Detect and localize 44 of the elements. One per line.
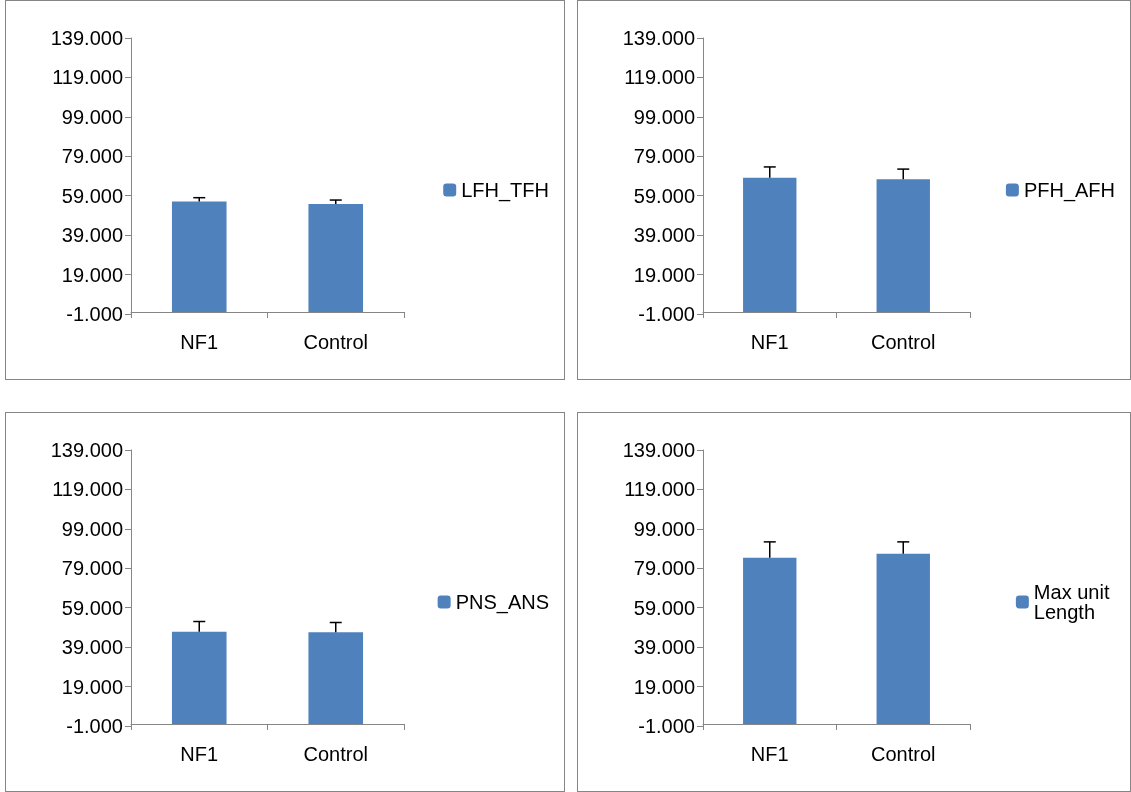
y-tick-label: 19.000 [61, 675, 123, 698]
y-tick-label: 39.000 [61, 224, 123, 247]
y-tick-label: -1.000 [638, 303, 695, 325]
y-tick-label: 99.000 [633, 105, 695, 128]
y-tick-label: 139.000 [622, 27, 695, 49]
y-tick-label: 59.000 [633, 596, 695, 619]
y-tick-label: 39.000 [633, 636, 695, 659]
y-tick-label: -1.000 [66, 303, 123, 325]
y-tick-label: 39.000 [633, 224, 695, 247]
y-tick-label: 139.000 [50, 27, 123, 49]
x-tick-label: Control [303, 331, 368, 353]
x-tick-label: Control [871, 743, 936, 765]
y-tick-label: 119.000 [52, 66, 123, 89]
legend-label: PNS_ANS [455, 591, 550, 614]
legend-label: PFH_AFH [1023, 179, 1115, 202]
x-tick-label: Control [303, 743, 368, 765]
y-tick-label: 19.000 [61, 263, 123, 286]
y-tick-label: -1.000 [638, 715, 695, 737]
y-tick-label: 79.000 [61, 145, 123, 168]
y-tick-label: 59.000 [633, 184, 695, 207]
x-tick-label: NF1 [180, 331, 219, 353]
y-tick-label: 99.000 [633, 517, 695, 540]
y-tick-label: 79.000 [61, 557, 123, 580]
y-tick-label: 19.000 [633, 675, 695, 698]
y-tick-label: 119.000 [52, 478, 123, 501]
legend-label: LFH_TFH [461, 179, 550, 202]
x-tick-label: NF1 [180, 743, 219, 765]
y-tick-label: 99.000 [61, 105, 123, 128]
y-tick-label: 99.000 [61, 517, 123, 540]
y-tick-label: 119.000 [624, 66, 695, 89]
y-tick-label: 79.000 [633, 145, 695, 168]
x-tick-label: NF1 [750, 743, 789, 765]
y-tick-label: 39.000 [61, 636, 123, 659]
y-tick-label: 139.000 [50, 439, 123, 461]
x-tick-label: Control [871, 331, 936, 353]
y-tick-label: 19.000 [633, 263, 695, 286]
legend-label: Max unit Length [1033, 581, 1116, 623]
y-tick-label: 59.000 [61, 184, 123, 207]
y-tick-label: 139.000 [622, 439, 695, 461]
x-tick-label: NF1 [750, 331, 789, 353]
y-tick-label: 59.000 [61, 596, 123, 619]
y-tick-label: 119.000 [624, 478, 695, 501]
y-tick-label: 79.000 [633, 557, 695, 580]
y-tick-label: -1.000 [66, 715, 123, 737]
